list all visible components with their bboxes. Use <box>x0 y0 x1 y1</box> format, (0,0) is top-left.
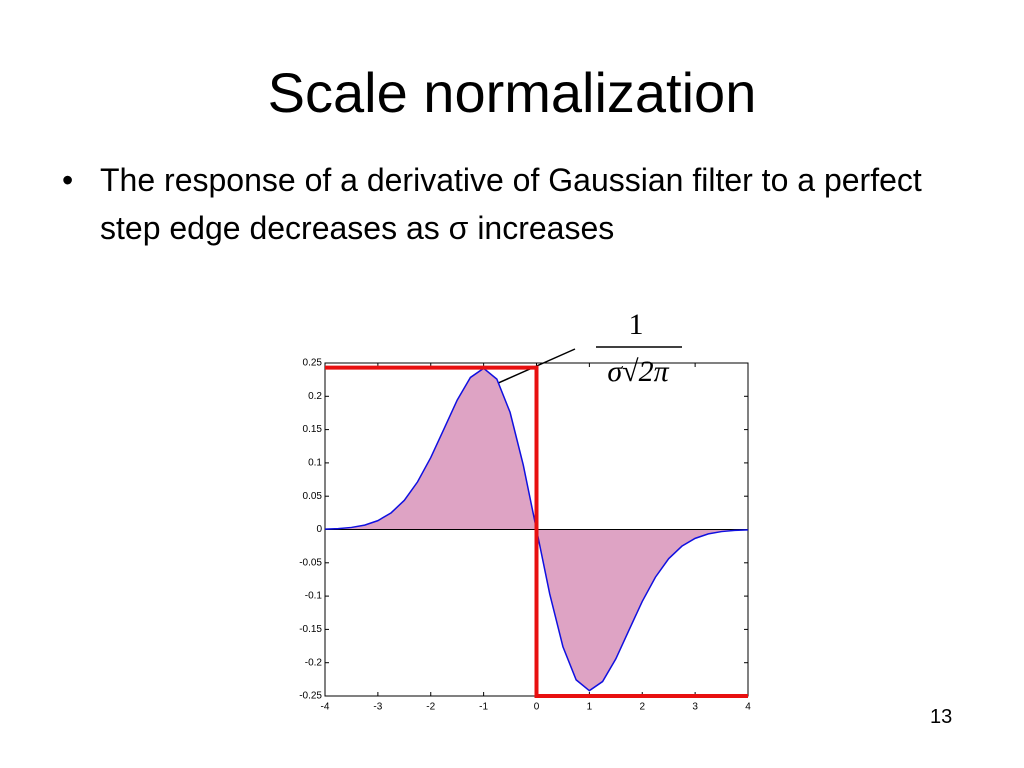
y-tick-label: 0.1 <box>308 458 322 469</box>
bullet-text: The response of a derivative of Gaussian… <box>100 162 922 246</box>
y-tick-label: -0.15 <box>299 624 322 635</box>
bullet: • The response of a derivative of Gaussia… <box>62 156 922 246</box>
y-tick-label: -0.25 <box>299 691 322 702</box>
slide-title: Scale normalization <box>267 61 757 124</box>
x-tick-label: 4 <box>745 702 751 713</box>
y-tick-label: 0.2 <box>308 391 322 402</box>
x-tick-label: -1 <box>479 702 488 713</box>
x-tick-label: -4 <box>321 702 330 713</box>
formula-numerator: 1 <box>629 308 644 341</box>
slide-number: 13 <box>930 706 953 728</box>
x-tick-label: 3 <box>692 702 698 713</box>
y-tick-label: 0 <box>316 524 322 535</box>
x-tick-label: -2 <box>426 702 435 713</box>
y-tick-label: 0.05 <box>303 491 323 502</box>
y-tick-label: 0.25 <box>303 358 323 369</box>
x-tick-label: -3 <box>373 702 382 713</box>
x-tick-label: 1 <box>587 702 593 713</box>
line <box>325 365 748 698</box>
y-tick-label: -0.2 <box>305 657 323 668</box>
x-tick-label: 2 <box>639 702 645 713</box>
y-tick-label: -0.05 <box>299 557 322 568</box>
y-tick-label: 0.15 <box>303 424 323 435</box>
y-tick-label: -0.1 <box>305 591 323 602</box>
x-tick-label: 0 <box>534 702 540 713</box>
formula-denominator: σ√2π <box>607 355 669 388</box>
bullet-dot: • <box>62 162 74 198</box>
